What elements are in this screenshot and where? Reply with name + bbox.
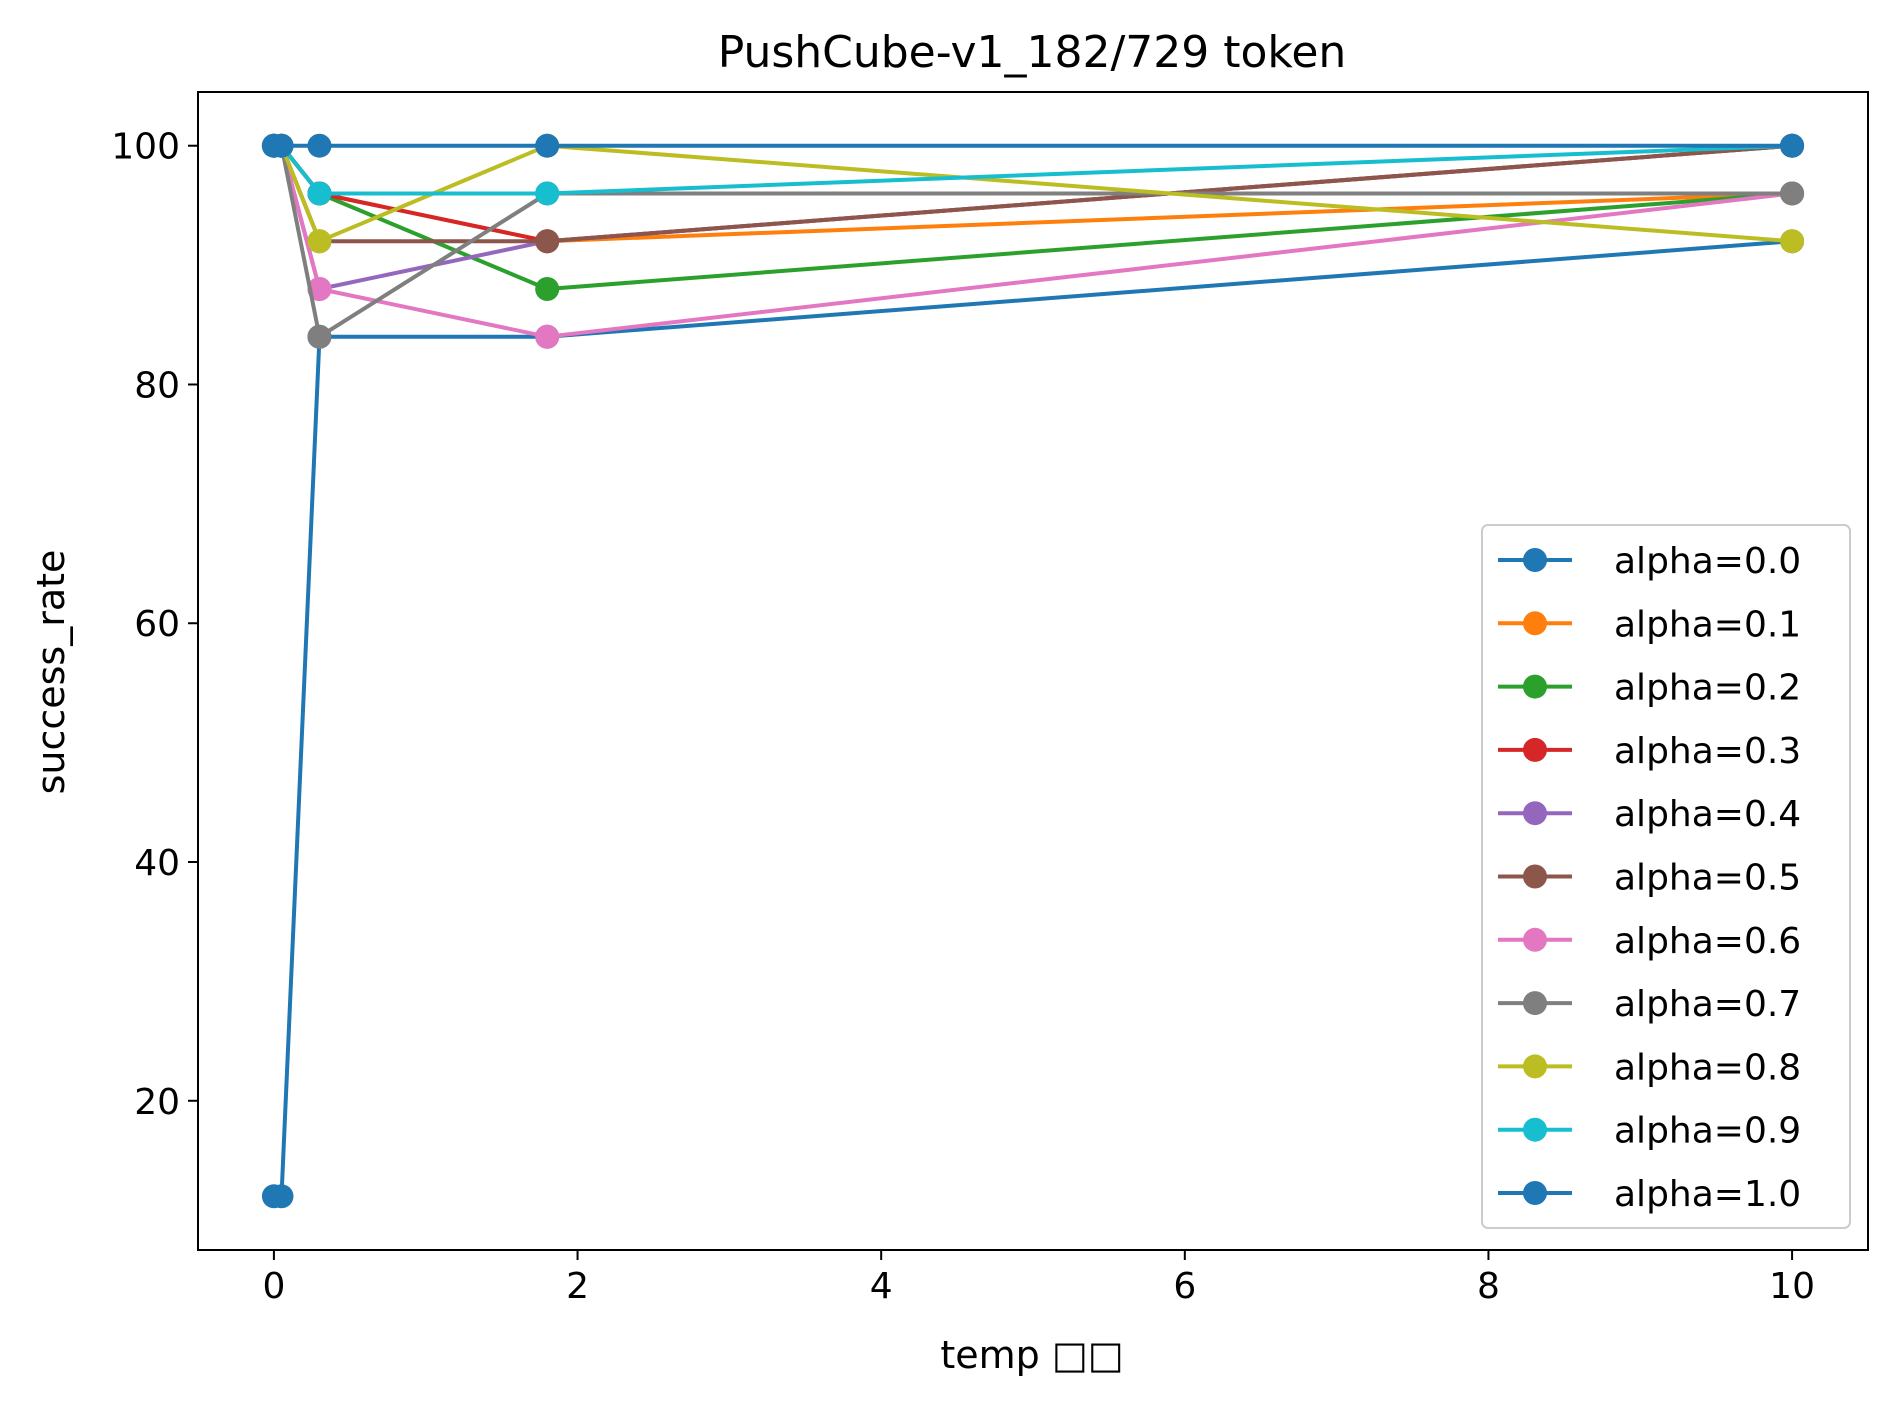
plot-area (261, 133, 1805, 1209)
x-axis-label: temp □□ (940, 1333, 1123, 1377)
legend-swatch-marker (1523, 801, 1547, 826)
legend-swatch-marker (1523, 611, 1547, 636)
data-point (1780, 229, 1805, 254)
legend-label: alpha=0.8 (1614, 1047, 1801, 1088)
plot-frame (197, 91, 1869, 1251)
x-tick-label: 6 (1173, 1266, 1196, 1307)
legend-label: alpha=1.0 (1614, 1174, 1801, 1215)
data-point (535, 276, 560, 301)
data-point (535, 133, 560, 158)
y-axis-label: success_rate (29, 550, 73, 795)
data-point (269, 133, 294, 158)
legend-label: alpha=0.3 (1614, 731, 1801, 772)
legend-item: alpha=1.0 (1498, 1174, 1801, 1215)
data-point (269, 1184, 294, 1209)
legend-item: alpha=0.3 (1498, 731, 1801, 772)
legend-label: alpha=0.7 (1614, 984, 1801, 1025)
legend-item: alpha=0.4 (1498, 794, 1801, 835)
legend-label: alpha=0.9 (1614, 1111, 1801, 1152)
y-tick-label: 100 (111, 127, 180, 168)
legend-label: alpha=0.6 (1614, 921, 1801, 962)
legend-swatch-marker (1523, 927, 1547, 952)
legend-item: alpha=0.6 (1498, 921, 1801, 962)
legend-swatch-marker (1523, 548, 1547, 572)
data-point (307, 324, 332, 349)
axes: 0 2 4 6 8 10 20 40 60 80 100 (111, 91, 1869, 1307)
data-point (535, 181, 560, 206)
chart-title: PushCube-v1_182/729 token (718, 27, 1347, 78)
legend-item: alpha=0.5 (1498, 858, 1801, 899)
legend-swatch-marker (1523, 674, 1547, 699)
legend-swatch-marker (1523, 1054, 1547, 1079)
series-line (273, 143, 1793, 291)
legend-label: alpha=0.4 (1614, 794, 1801, 835)
y-tick-label: 40 (134, 843, 180, 884)
x-tick-label: 10 (1769, 1266, 1815, 1307)
legend-item: alpha=0.0 (1498, 541, 1801, 582)
legend-label: alpha=0.1 (1614, 604, 1801, 645)
legend-label: alpha=0.2 (1614, 668, 1801, 709)
legend-swatch-marker (1523, 864, 1547, 889)
legend-swatch-marker (1523, 737, 1547, 762)
series-line (273, 143, 1793, 196)
data-point (1780, 181, 1805, 206)
y-tick-label: 20 (134, 1082, 180, 1123)
data-point (535, 324, 560, 349)
legend-item: alpha=0.8 (1498, 1047, 1801, 1088)
series-line (273, 143, 1793, 291)
legend-item: alpha=0.9 (1498, 1111, 1801, 1152)
legend-item: alpha=0.7 (1498, 984, 1801, 1025)
legend-item: alpha=0.2 (1498, 668, 1801, 709)
series-alpha=1.0 (261, 133, 1805, 158)
data-point (307, 276, 332, 301)
legend: alpha=0.0 alpha=0.1 alpha=0.2 alpha=0.3 alph… (1481, 524, 1851, 1229)
legend-swatch-marker (1523, 991, 1547, 1016)
x-tick-label: 2 (566, 1266, 589, 1307)
legend-box (1481, 524, 1851, 1229)
y-tick-label: 80 (134, 365, 180, 406)
data-point (535, 229, 560, 254)
legend-item: alpha=0.1 (1498, 604, 1801, 645)
x-tick-label: 0 (262, 1266, 285, 1307)
x-tick-label: 4 (870, 1266, 893, 1307)
y-tick-label: 60 (134, 604, 180, 645)
data-point (307, 229, 332, 254)
legend-label: alpha=0.5 (1614, 858, 1801, 899)
legend-label: alpha=0.0 (1614, 541, 1801, 582)
legend-swatch-marker (1523, 1181, 1547, 1205)
data-point (307, 133, 332, 158)
data-point (1780, 133, 1805, 158)
data-point (307, 181, 332, 206)
x-tick-label: 8 (1477, 1266, 1500, 1307)
legend-swatch-marker (1523, 1117, 1547, 1142)
